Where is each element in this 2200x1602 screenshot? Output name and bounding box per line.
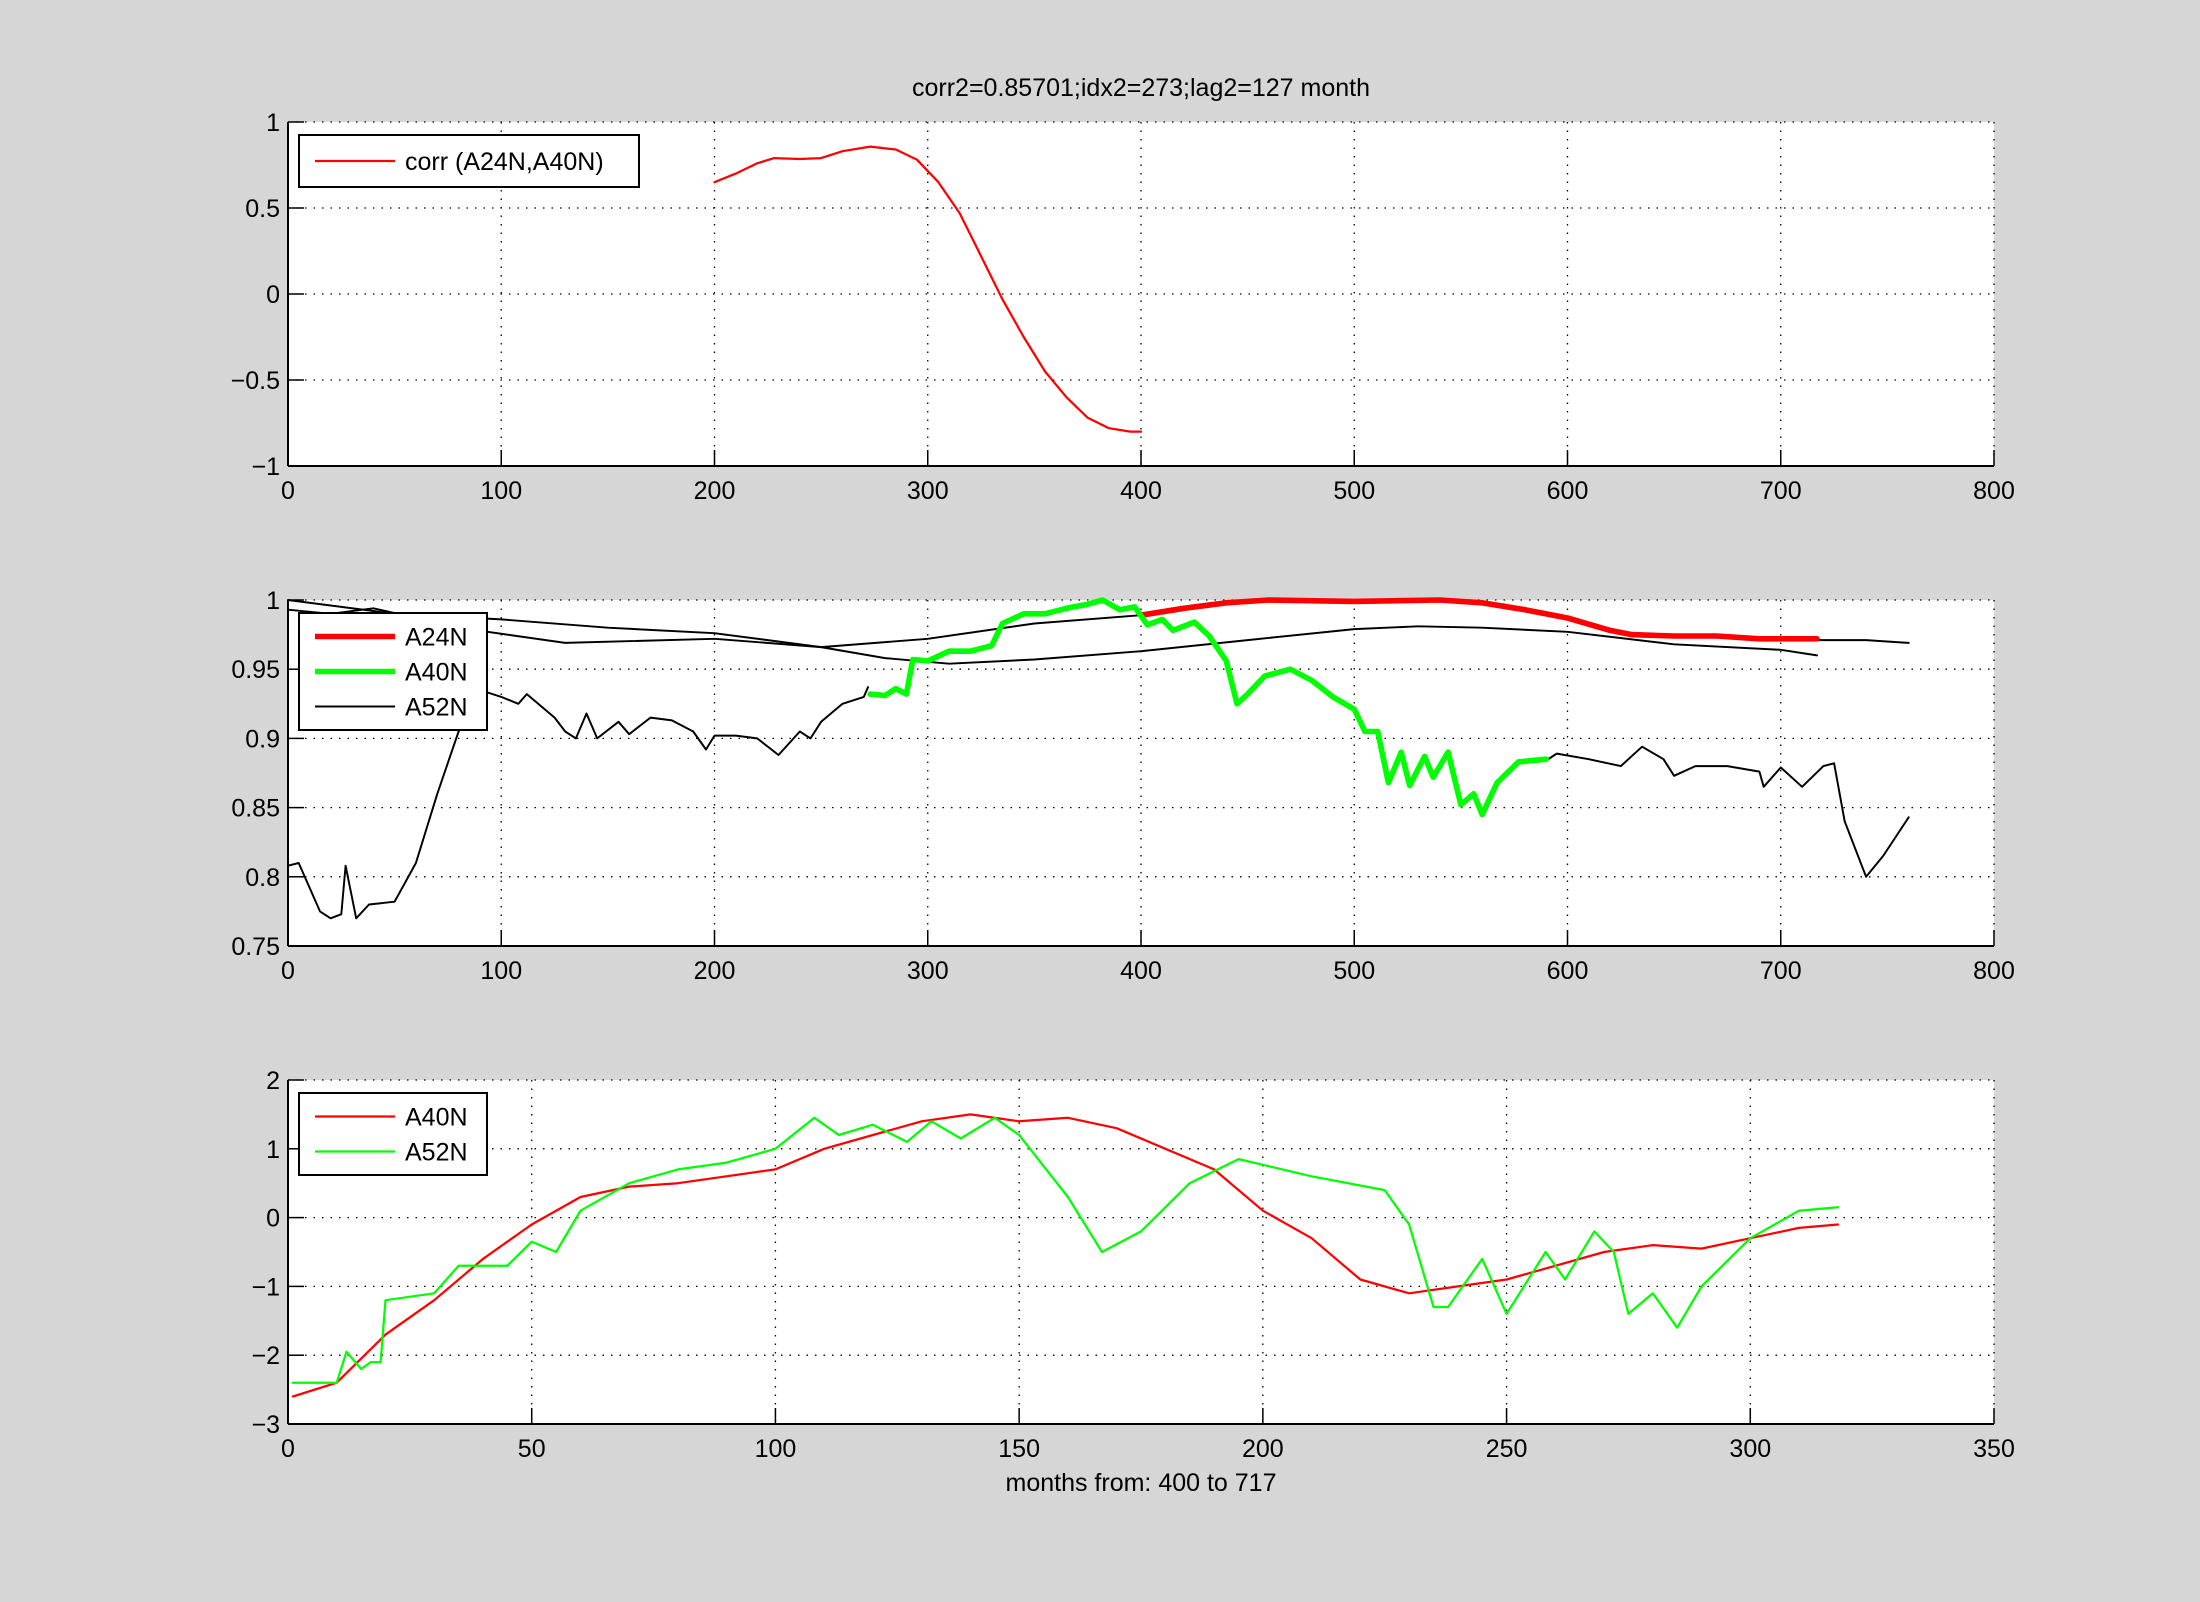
legend-label: A52N — [405, 1139, 468, 1167]
x-tick-label: 0 — [281, 477, 295, 505]
series-line-a52n — [287, 686, 869, 920]
y-tick-label: 1 — [266, 1136, 280, 1164]
legend-box — [298, 1092, 488, 1176]
x-tick-label: 400 — [1120, 477, 1162, 505]
x-tick-label: 300 — [907, 477, 949, 505]
x-tick-label: 50 — [518, 1435, 546, 1463]
series-line-a40n — [867, 597, 1549, 818]
plot-area — [288, 600, 1994, 946]
series-line-a52n — [1545, 745, 1910, 878]
subplot-2: 0 100 200 300 400 500 600 700 800 0.75 0.8 0.85 0.9 0… — [231, 587, 2015, 985]
y-tick-label: −1 — [251, 453, 280, 481]
x-tick-label: 800 — [1973, 477, 2015, 505]
x-tick-label: 200 — [694, 957, 736, 985]
x-tick-label: 500 — [1333, 477, 1375, 505]
legend-label: A40N — [405, 1104, 468, 1132]
legend-label: A52N — [405, 694, 468, 722]
y-tick-label: 0.75 — [231, 933, 280, 961]
x-tick-label: 800 — [1973, 957, 2015, 985]
legend-label: A40N — [405, 659, 468, 687]
subplot-3: 0 50 100 150 200 250 300 350 −3 −2 −1 0 1 2 A40N A52N mo… — [251, 1067, 2014, 1497]
x-tick-label: 600 — [1547, 477, 1589, 505]
x-tick-label: 300 — [907, 957, 949, 985]
x-axis-label: months from: 400 to 717 — [1006, 1469, 1277, 1497]
x-tick-label: 500 — [1333, 957, 1375, 985]
x-tick-label: 700 — [1760, 957, 1802, 985]
subplot-1: 0 100 200 300 400 500 600 700 800 −1 −0.5 0 0.5 1 corr… — [231, 74, 2015, 505]
x-tick-label: 350 — [1973, 1435, 2015, 1463]
x-tick-label: 100 — [480, 477, 522, 505]
legend-label: A24N — [405, 624, 468, 652]
chart-title: corr2=0.85701;idx2=273;lag2=127 month — [912, 74, 1370, 102]
x-tick-label: 100 — [755, 1435, 797, 1463]
y-tick-label: 1 — [266, 587, 280, 615]
y-tick-label: 0.8 — [245, 864, 280, 892]
x-tick-label: 600 — [1547, 957, 1589, 985]
series-line-a52n — [287, 607, 1142, 649]
series-line-a52n — [1816, 639, 1910, 644]
y-tick-label: −0.5 — [231, 367, 280, 395]
x-tick-label: 400 — [1120, 957, 1162, 985]
x-tick-label: 100 — [480, 957, 522, 985]
x-tick-label: 200 — [1242, 1435, 1284, 1463]
y-tick-label: 2 — [266, 1067, 280, 1095]
y-tick-label: 0.5 — [245, 195, 280, 223]
y-tick-label: 1 — [266, 109, 280, 137]
series-line-a24n — [1138, 597, 1820, 642]
y-tick-label: 0.9 — [245, 725, 280, 753]
x-tick-label: 0 — [281, 957, 295, 985]
legend: A40N A52N — [298, 1092, 488, 1176]
legend-label: corr (A24N,A40N) — [405, 148, 604, 176]
y-tick-label: 0.85 — [231, 795, 280, 823]
series-line-corr-a24n-a40n- — [713, 145, 1143, 433]
legend: A24N A40N A52N — [298, 612, 488, 731]
y-tick-label: 0 — [266, 281, 280, 309]
series-line-a40n — [291, 1113, 1840, 1398]
x-tick-label: 150 — [998, 1435, 1040, 1463]
series-line-a52n — [291, 1116, 1840, 1384]
x-tick-label: 250 — [1486, 1435, 1528, 1463]
series-line-a52n — [287, 599, 1818, 665]
y-tick-label: −2 — [251, 1342, 280, 1370]
plot-area — [288, 1080, 1994, 1424]
x-tick-label: 0 — [281, 1435, 295, 1463]
y-tick-label: −3 — [251, 1411, 280, 1439]
legend: corr (A24N,A40N) — [298, 134, 640, 188]
x-tick-label: 200 — [694, 477, 736, 505]
x-tick-label: 700 — [1760, 477, 1802, 505]
y-tick-label: −1 — [251, 1273, 280, 1301]
x-tick-label: 300 — [1729, 1435, 1771, 1463]
y-tick-label: 0 — [266, 1205, 280, 1233]
y-tick-label: 0.95 — [231, 656, 280, 684]
